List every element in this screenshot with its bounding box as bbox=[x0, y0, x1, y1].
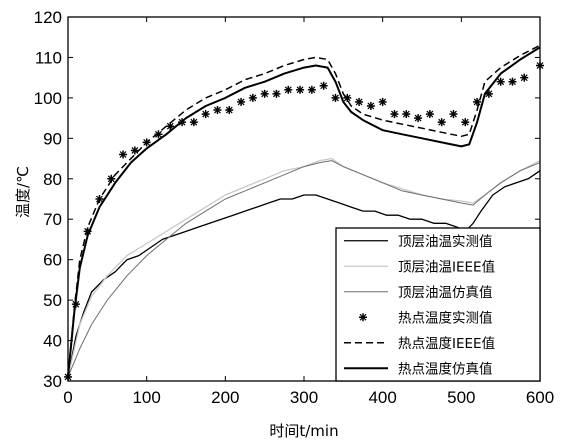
data-point bbox=[119, 150, 128, 159]
x-tick-label: 500 bbox=[447, 388, 475, 407]
y-tick-label: 70 bbox=[43, 210, 62, 229]
data-point bbox=[437, 118, 446, 127]
data-point bbox=[166, 122, 175, 131]
data-point bbox=[130, 146, 139, 155]
legend-entry: 顶层油温实测值 bbox=[344, 234, 493, 250]
legend-label: 热点温度实测值 bbox=[398, 310, 493, 326]
data-point bbox=[461, 118, 470, 127]
y-tick-label: 50 bbox=[43, 291, 62, 310]
x-tick-label: 0 bbox=[63, 388, 72, 407]
data-point bbox=[71, 300, 80, 309]
data-point bbox=[178, 118, 187, 127]
data-point bbox=[225, 106, 234, 115]
legend-label: 顶层油温实测值 bbox=[398, 234, 493, 250]
y-tick-label: 110 bbox=[35, 48, 62, 67]
data-point bbox=[284, 85, 293, 94]
data-point bbox=[107, 174, 116, 183]
legend-box bbox=[335, 227, 541, 382]
data-point bbox=[402, 110, 411, 119]
y-axis-label: 温度/℃ bbox=[14, 166, 32, 218]
legend-entry: 热点温度实测值 bbox=[359, 310, 493, 326]
data-point bbox=[484, 89, 493, 98]
y-tick-label: 60 bbox=[43, 251, 62, 270]
legend-entry: 顶层油温仿真值 bbox=[344, 285, 493, 301]
x-tick-label: 100 bbox=[132, 388, 160, 407]
y-tick-label: 90 bbox=[43, 129, 62, 148]
data-point bbox=[343, 93, 352, 102]
legend-entry: 热点温度IEEE值 bbox=[344, 336, 495, 352]
y-tick-label: 30 bbox=[43, 372, 62, 391]
legend-label: 热点温度IEEE值 bbox=[398, 336, 495, 352]
data-point bbox=[331, 93, 340, 102]
y-tick-label: 100 bbox=[34, 89, 62, 108]
data-point bbox=[142, 138, 151, 147]
legend-label: 顶层油温仿真值 bbox=[398, 285, 493, 301]
data-point bbox=[237, 97, 246, 106]
data-point bbox=[307, 85, 316, 94]
data-point bbox=[272, 89, 281, 98]
x-axis-label: 时间t/min bbox=[269, 422, 338, 440]
data-point bbox=[154, 130, 163, 139]
data-point bbox=[296, 85, 305, 94]
data-point bbox=[213, 106, 222, 115]
legend-label: 顶层油温IEEE值 bbox=[398, 259, 495, 275]
data-point bbox=[520, 73, 529, 82]
tick-layer: 0 100 200 300 400 500 600 30 40 50 60 70 80 90 100 110 1… bbox=[34, 8, 555, 407]
x-tick-label: 300 bbox=[290, 388, 318, 407]
data-point bbox=[83, 227, 92, 236]
data-point bbox=[355, 97, 364, 106]
data-point bbox=[414, 114, 423, 123]
data-point bbox=[366, 101, 375, 110]
data-point bbox=[473, 97, 482, 106]
data-point bbox=[201, 110, 210, 119]
legend-entry: 顶层油温IEEE值 bbox=[344, 259, 495, 275]
legend-marker bbox=[359, 313, 367, 322]
y-tick-label: 120 bbox=[34, 8, 62, 27]
x-tick-label: 600 bbox=[526, 388, 554, 407]
data-point bbox=[260, 89, 269, 98]
series-line-1 bbox=[67, 157, 541, 378]
data-point bbox=[508, 77, 517, 86]
data-point bbox=[95, 195, 104, 203]
legend-entry: 热点温度仿真值 bbox=[344, 361, 493, 377]
data-point bbox=[390, 110, 399, 119]
data-point bbox=[319, 81, 328, 90]
data-point bbox=[496, 77, 505, 86]
data-point bbox=[248, 93, 257, 102]
series-line-2 bbox=[67, 160, 541, 378]
legend-label: 热点温度仿真值 bbox=[398, 361, 493, 377]
y-tick-label: 80 bbox=[43, 170, 62, 189]
data-point bbox=[189, 118, 198, 127]
data-point bbox=[425, 110, 434, 119]
x-tick-label: 400 bbox=[368, 388, 396, 407]
marker-layer bbox=[64, 61, 544, 381]
legend: 顶层油温实测值顶层油温IEEE值顶层油温仿真值热点温度实测值热点温度IEEE值热… bbox=[335, 227, 541, 382]
series-line-5 bbox=[67, 46, 541, 378]
data-point bbox=[378, 97, 387, 106]
data-point bbox=[449, 110, 458, 119]
series-line-4 bbox=[67, 44, 541, 378]
x-tick-label: 200 bbox=[211, 388, 239, 407]
y-tick-label: 40 bbox=[43, 332, 62, 351]
